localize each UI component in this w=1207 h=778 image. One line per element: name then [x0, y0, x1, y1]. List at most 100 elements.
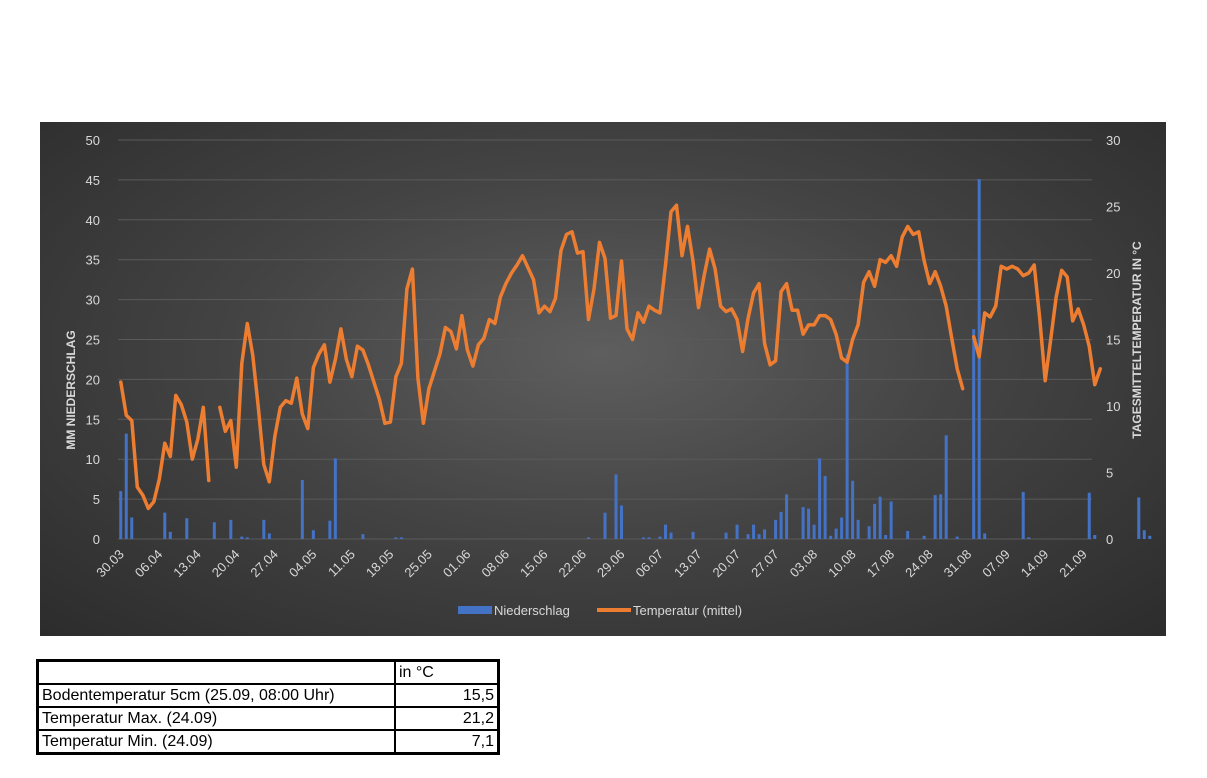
precipitation-bar: [212, 522, 216, 539]
precipitation-bar: [823, 475, 827, 539]
temperature-line-segment: [971, 263, 1103, 387]
left-tick-label: 35: [86, 253, 100, 268]
precipitation-bar: [1142, 530, 1146, 539]
precipitation-bar: [922, 535, 926, 539]
precipitation-bar: [944, 435, 948, 539]
precipitation-bar: [856, 519, 860, 539]
temperature-table: in °C Bodentemperatur 5cm (25.09, 08:00 …: [36, 659, 500, 755]
table-row: Temperatur Max. (24.09) 21,2: [36, 706, 500, 731]
x-tick-label: 13.04: [170, 547, 204, 581]
precipitation-bar: [1148, 535, 1152, 539]
right-tick-label: 30: [1106, 133, 1120, 148]
table-row-label: Temperatur Max. (24.09): [36, 706, 396, 731]
precipitation-bar: [933, 495, 937, 539]
precipitation-bar: [119, 491, 123, 539]
precipitation-bar: [829, 535, 833, 539]
x-tick-label: 27.04: [247, 547, 281, 581]
temperature-line: [119, 203, 1103, 511]
precipitation-bar: [614, 474, 618, 539]
precipitation-bar: [267, 533, 271, 539]
x-tick-label: 15.06: [517, 547, 551, 581]
legend-line-label: Temperatur (mittel): [633, 603, 742, 618]
precipitation-bar: [972, 329, 976, 539]
precipitation-bar: [1093, 535, 1097, 539]
right-tick-label: 5: [1106, 466, 1113, 481]
x-tick-label: 22.06: [555, 547, 589, 581]
x-tick-label: 30.03: [93, 547, 127, 581]
precipitation-bar: [889, 501, 893, 539]
precipitation-bar: [752, 524, 756, 539]
precipitation-bar: [586, 537, 591, 539]
gridlines: [118, 139, 1092, 540]
left-tick-label: 15: [86, 412, 100, 427]
precipitation-bar: [851, 480, 855, 539]
precipitation-bar: [785, 494, 789, 539]
x-tick-label: 31.08: [941, 547, 975, 581]
x-tick-label: 06.04: [132, 547, 166, 581]
left-tick-label: 0: [93, 532, 100, 547]
right-tick-label: 25: [1106, 200, 1120, 215]
precipitation-bar: [801, 507, 805, 539]
x-axis-ticks: 30.03 06.04 13.04 20.04 27.04 04.05 11.05 18.05…: [93, 547, 1090, 581]
precipitation-bar: [664, 524, 668, 539]
left-tick-label: 45: [86, 173, 100, 188]
precipitation-bar: [1027, 537, 1031, 539]
precipitation-bar: [955, 536, 959, 539]
table-row-label: Bodentemperatur 5cm (25.09, 08:00 Uhr): [36, 683, 396, 708]
temperature-line-segment: [119, 380, 211, 511]
x-tick-label: 01.06: [440, 547, 474, 581]
x-tick-label: 11.05: [325, 547, 358, 580]
x-tick-label: 14.09: [1018, 547, 1052, 581]
precipitation-bar: [163, 512, 167, 539]
right-tick-label: 10: [1106, 399, 1120, 414]
precipitation-bar: [185, 518, 189, 539]
precipitation-bar: [669, 532, 673, 539]
precipitation-bar: [812, 524, 816, 539]
precipitation-bar: [658, 536, 662, 539]
precipitation-bar: [399, 537, 403, 539]
precipitation-bar: [361, 534, 365, 539]
x-tick-label: 24.08: [902, 547, 936, 581]
x-tick-label: 08.06: [478, 547, 512, 581]
precipitation-bar: [845, 354, 849, 539]
left-tick-label: 40: [86, 213, 100, 228]
x-tick-label: 18.05: [363, 547, 397, 581]
table-header-label: [36, 659, 396, 685]
x-tick-label: 20.04: [209, 547, 243, 581]
precipitation-bar: [333, 458, 337, 539]
x-tick-label: 29.06: [594, 547, 628, 581]
x-tick-label: 13.07: [671, 547, 705, 581]
left-tick-label: 5: [93, 492, 100, 507]
precipitation-bar: [647, 537, 651, 539]
precipitation-bar: [873, 503, 877, 539]
table-row: Temperatur Min. (24.09) 7,1: [36, 729, 500, 755]
left-tick-label: 20: [86, 372, 100, 387]
left-tick-label: 25: [86, 333, 100, 348]
legend-bar-label: Niederschlag: [494, 603, 570, 618]
x-tick-label: 21.09: [1056, 547, 1090, 581]
x-tick-label: 04.05: [286, 547, 320, 581]
precipitation-bar: [746, 534, 750, 539]
right-tick-label: 0: [1106, 532, 1113, 547]
precipitation-bars: [119, 179, 1152, 540]
precipitation-bar: [130, 517, 134, 539]
precipitation-bar: [939, 494, 943, 539]
precipitation-bar: [834, 528, 838, 539]
precipitation-bar: [642, 537, 646, 539]
table-row-value: 7,1: [394, 729, 500, 755]
x-tick-label: 03.08: [787, 547, 821, 581]
x-tick-label: 25.05: [401, 547, 435, 581]
precipitation-bar: [757, 534, 761, 539]
precipitation-bar: [240, 536, 244, 539]
left-axis-label: MM NIEDERSCHLAG: [64, 330, 78, 449]
precipitation-bar: [779, 511, 783, 539]
left-axis-ticks: 0 5 10 15 20 25 30 35 40 45 50: [86, 133, 100, 547]
left-tick-label: 50: [86, 133, 100, 148]
x-tick-label: 07.09: [979, 547, 1013, 581]
precipitation-bar: [124, 433, 128, 539]
precipitation-bar: [311, 530, 315, 539]
precipitation-bar: [619, 505, 624, 539]
precipitation-bar: [763, 529, 767, 539]
legend-bar-swatch: [458, 606, 492, 614]
